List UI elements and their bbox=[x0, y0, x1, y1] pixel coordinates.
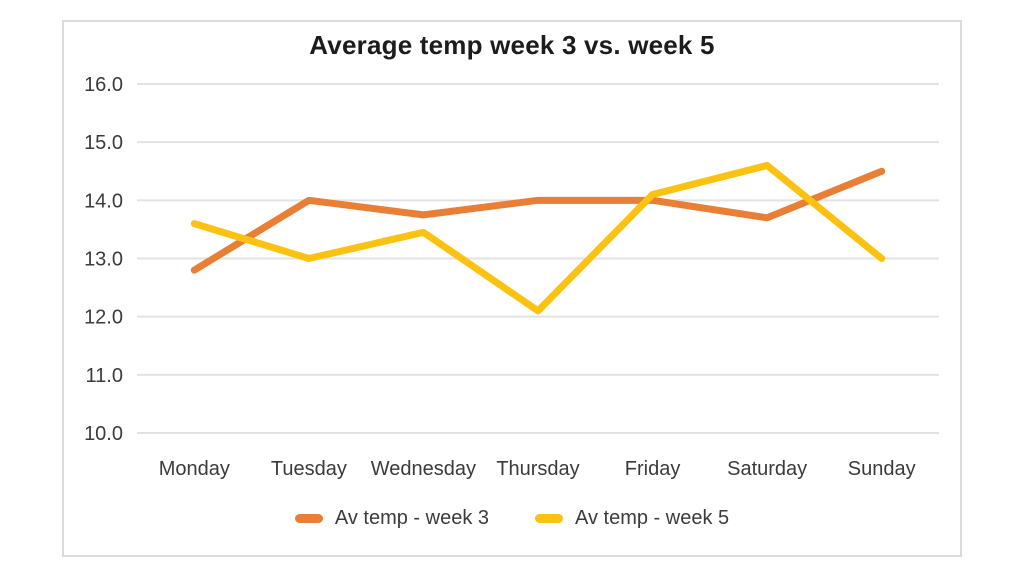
x-axis-label: Monday bbox=[159, 458, 230, 480]
series-line-1 bbox=[190, 161, 886, 315]
legend-swatch bbox=[294, 514, 323, 523]
legend-swatch bbox=[535, 514, 563, 523]
chart-legend: Av temp - week 3 Av temp - week 5 bbox=[0, 507, 1024, 530]
legend-label: Av temp - week 5 bbox=[575, 507, 730, 529]
y-tick-label: 15.0 bbox=[84, 132, 123, 154]
x-axis-label: Sunday bbox=[848, 458, 916, 480]
y-tick-label: 10.0 bbox=[84, 423, 123, 445]
x-axis-label: Saturday bbox=[727, 458, 807, 480]
y-tick-label: 13.0 bbox=[84, 249, 123, 271]
legend-item: Av temp - week 3 bbox=[294, 507, 489, 530]
chart-title: Average temp week 3 vs. week 5 bbox=[309, 30, 715, 60]
y-tick-label: 14.0 bbox=[84, 190, 123, 212]
chart-card bbox=[62, 20, 962, 557]
y-tick-label: 12.0 bbox=[84, 307, 123, 329]
legend-label: Av temp - week 3 bbox=[334, 507, 489, 529]
series-line-0 bbox=[190, 167, 886, 274]
x-axis-label: Wednesday bbox=[371, 458, 476, 480]
x-axis-label: Thursday bbox=[496, 458, 579, 480]
y-tick-label: 16.0 bbox=[84, 74, 123, 96]
legend-item: Av temp - week 5 bbox=[535, 507, 729, 530]
x-axis-label: Tuesday bbox=[271, 458, 347, 480]
y-tick-label: 11.0 bbox=[86, 365, 123, 387]
x-axis-label: Friday bbox=[625, 458, 681, 480]
